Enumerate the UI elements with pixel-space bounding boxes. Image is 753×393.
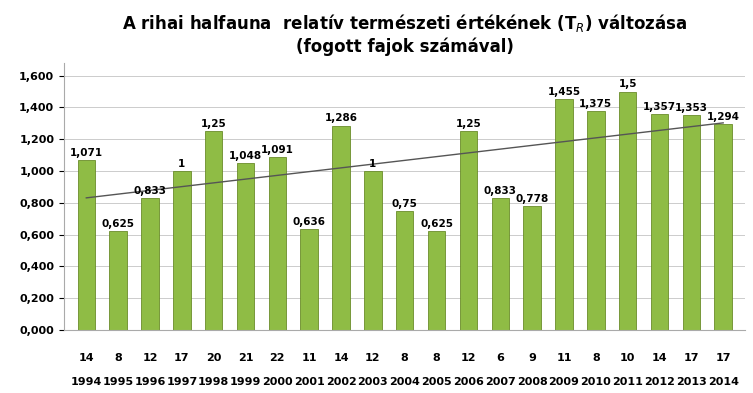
Text: 8: 8 [592,353,599,363]
Text: 1,455: 1,455 [547,86,581,97]
Bar [78,160,95,330]
Text: 1,071: 1,071 [70,148,103,158]
Text: 0,833: 0,833 [483,185,517,196]
Text: 2001: 2001 [294,377,325,387]
Text: 17: 17 [684,353,699,363]
Text: 17: 17 [715,353,731,363]
Text: 1,25: 1,25 [201,119,227,129]
Text: 8: 8 [433,353,441,363]
Text: 1,375: 1,375 [579,99,612,109]
Text: 8: 8 [401,353,409,363]
Text: 12: 12 [365,353,381,363]
Bar [523,206,541,330]
Bar [428,231,445,330]
Text: 1,091: 1,091 [261,145,294,154]
Text: 6: 6 [496,353,505,363]
Text: 1997: 1997 [166,377,197,387]
Text: 1,5: 1,5 [618,79,637,90]
Bar [142,198,159,330]
Text: 11: 11 [556,353,572,363]
Bar [492,198,509,330]
Bar [300,229,318,330]
Text: 1,353: 1,353 [675,103,708,113]
Text: 2010: 2010 [581,377,611,387]
Bar [396,211,413,330]
Title: A rihai halfauna  relatív természeti értékének (T$_R$) változása
(fogott fajok s: A rihai halfauna relatív természeti érté… [122,12,687,56]
Bar [332,125,350,330]
Text: 2011: 2011 [612,377,643,387]
Text: 21: 21 [238,353,253,363]
Text: 1995: 1995 [102,377,134,387]
Bar [173,171,191,330]
Text: 2008: 2008 [517,377,547,387]
Text: 0,833: 0,833 [133,185,166,196]
Bar [109,231,127,330]
Bar [651,114,668,330]
Text: 14: 14 [651,353,667,363]
Text: 12: 12 [142,353,157,363]
Text: 2004: 2004 [389,377,420,387]
Text: 0,778: 0,778 [516,194,549,204]
Text: 1: 1 [178,159,185,169]
Bar [269,156,286,330]
Text: 2000: 2000 [262,377,293,387]
Text: 2007: 2007 [485,377,516,387]
Text: 1,286: 1,286 [325,114,358,123]
Text: 1999: 1999 [230,377,261,387]
Text: 17: 17 [174,353,190,363]
Text: 2014: 2014 [708,377,739,387]
Text: 0,625: 0,625 [102,219,135,229]
Text: 0,75: 0,75 [392,199,418,209]
Text: 1998: 1998 [198,377,230,387]
Text: 0,625: 0,625 [420,219,453,229]
Bar [236,163,255,330]
Text: 20: 20 [206,353,221,363]
Text: 14: 14 [334,353,349,363]
Text: 10: 10 [620,353,636,363]
Bar [459,131,477,330]
Text: 1,357: 1,357 [643,102,676,112]
Bar [205,131,222,330]
Text: 2005: 2005 [421,377,452,387]
Bar [555,99,573,330]
Text: 8: 8 [114,353,122,363]
Text: 1: 1 [369,159,376,169]
Text: 11: 11 [301,353,317,363]
Text: 0,636: 0,636 [293,217,326,227]
Text: 2003: 2003 [358,377,389,387]
Text: 12: 12 [461,353,476,363]
Bar [682,115,700,330]
Text: 2006: 2006 [453,377,484,387]
Bar [364,171,382,330]
Text: 14: 14 [78,353,94,363]
Text: 22: 22 [270,353,285,363]
Text: 9: 9 [528,353,536,363]
Text: 1,25: 1,25 [456,119,481,129]
Text: 1,294: 1,294 [706,112,739,122]
Text: 2009: 2009 [548,377,579,387]
Text: 2012: 2012 [644,377,675,387]
Bar [587,111,605,330]
Text: 1996: 1996 [134,377,166,387]
Bar [715,124,732,330]
Bar [619,92,636,330]
Text: 1,048: 1,048 [229,151,262,162]
Text: 1994: 1994 [71,377,102,387]
Text: 2013: 2013 [676,377,707,387]
Text: 2002: 2002 [326,377,356,387]
